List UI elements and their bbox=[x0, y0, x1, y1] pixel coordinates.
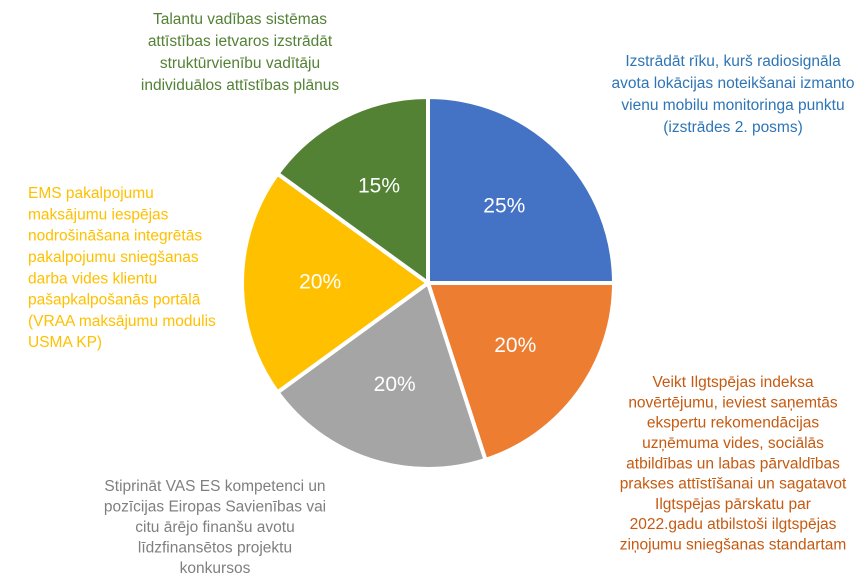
slice-label: pašapkalpošanās portālā bbox=[28, 292, 201, 309]
percent-label: 20% bbox=[374, 373, 416, 396]
pie-slice bbox=[425, 281, 617, 463]
slice-label: konkursos bbox=[180, 560, 251, 574]
slice-label: ekspertu rekomendācijas bbox=[647, 415, 820, 432]
slice-label: prakses attīstīšanai un sagatavot bbox=[620, 476, 847, 493]
percent-label: 20% bbox=[299, 271, 341, 294]
slice-label: pakalpojumu sniegšanas bbox=[28, 249, 199, 266]
slice-label: Ilgtspējas pārskatu par bbox=[655, 496, 811, 513]
slice-label: avota lokācijas noteikšanai izmanto bbox=[612, 75, 855, 92]
percent-label: 25% bbox=[483, 194, 525, 217]
slice-label: (izstrādes 2. posms) bbox=[663, 119, 803, 136]
slice-label: uzņēmuma vides, sociālās bbox=[642, 435, 824, 452]
pie-slice bbox=[426, 94, 617, 285]
slice-label: Stiprināt VAS ES kompetenci un bbox=[104, 478, 325, 495]
percent-label: 15% bbox=[358, 174, 400, 197]
slice-label: attīstības ietvaros izstrādāt bbox=[148, 33, 333, 50]
slice-label: vienu mobilu monitoringa punktu bbox=[621, 97, 844, 114]
slice-label: 2022.gadu atbilstoši ilgtspējas bbox=[630, 516, 837, 533]
pie-slice bbox=[240, 170, 432, 396]
slice-label: USMA KP) bbox=[28, 334, 102, 351]
slice-label: ziņojumu sniegšanas standartam bbox=[620, 536, 847, 553]
slice-label: līdzfinansētos projektu bbox=[138, 540, 292, 557]
slice-label: pozīcijas Eiropas Savienības vai bbox=[104, 499, 326, 516]
slice-label: struktūrvienību vadītāju bbox=[160, 55, 320, 72]
pie-slice bbox=[274, 279, 488, 471]
slice-label: citu ārējo finanšu avotu bbox=[135, 519, 294, 536]
slice-label: novērtējumu, ieviest saņemtās bbox=[628, 394, 838, 411]
slice-label: maksājumu iespējas bbox=[28, 206, 169, 223]
slice-label: (VRAA maksājumu modulis bbox=[28, 313, 216, 330]
percent-label: 20% bbox=[494, 334, 536, 357]
slice-label: EMS pakalpojumu bbox=[28, 185, 154, 202]
slice-label: atbildības un labas pārvaldības bbox=[626, 455, 840, 472]
slice-label: nodrošināšana integrētās bbox=[28, 228, 202, 245]
pie-slice bbox=[274, 94, 430, 287]
slice-label: Veikt Ilgtspējas indeksa bbox=[652, 374, 814, 391]
slice-label: darba vides klientu bbox=[28, 270, 157, 287]
slice-label: individuālos attīstības plānus bbox=[141, 77, 339, 94]
slice-label: Talantu vadības sistēmas bbox=[153, 11, 327, 28]
slice-label: Izstrādāt rīku, kurš radiosignāla bbox=[625, 53, 841, 70]
